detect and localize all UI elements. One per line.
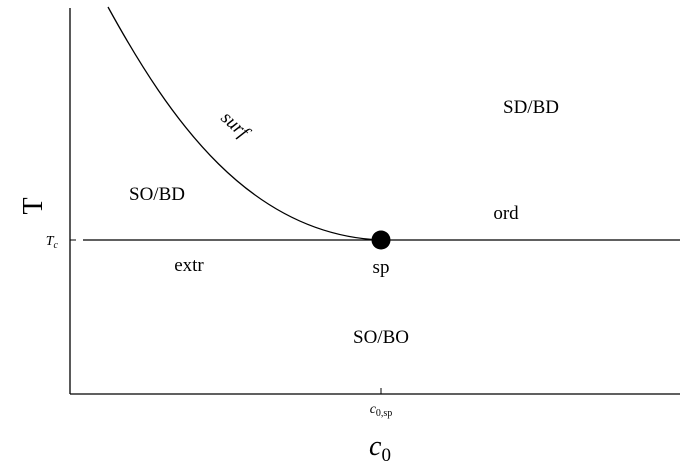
surf-curve <box>107 6 382 241</box>
special-point-marker <box>371 230 391 250</box>
x-tick-label: c0,sp <box>370 402 393 419</box>
line-label-ord: ord <box>493 203 519 224</box>
y-tick-label-base: T <box>46 234 55 249</box>
line-label-surf: surf <box>217 107 255 144</box>
y-tick-label-sub: c <box>54 240 59 251</box>
region-label-so-bd: SO/BD <box>129 184 185 205</box>
y-tick-label: Tc <box>46 234 59 251</box>
line-label-extr: extr <box>174 255 204 276</box>
y-axis-title: T <box>18 197 49 214</box>
x-axis-title: c0 <box>369 431 391 463</box>
x-axis-title-base: c <box>369 431 382 462</box>
special-point-label: sp <box>373 257 390 278</box>
region-label-so-bo: SO/BO <box>353 327 409 348</box>
x-axis-title-sub: 0 <box>381 445 391 463</box>
x-tick-label-base: c <box>370 402 377 417</box>
region-label-sd-bd: SD/BD <box>503 97 559 118</box>
x-tick-label-sub: 0,sp <box>376 408 392 419</box>
